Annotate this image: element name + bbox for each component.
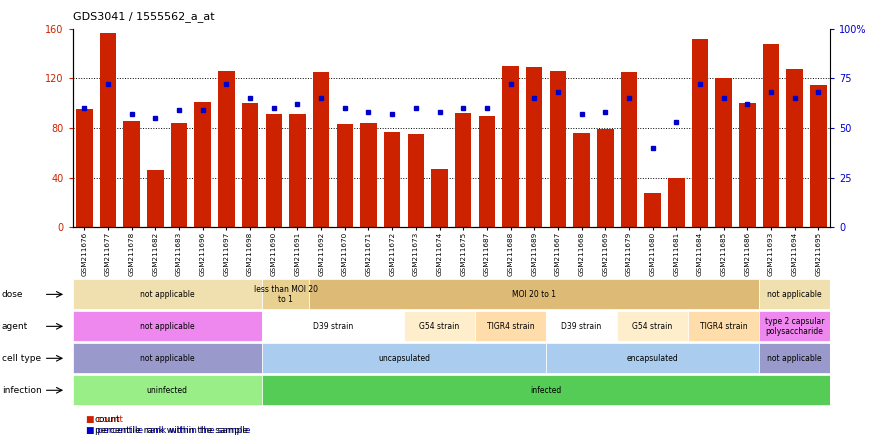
Text: G54 strain: G54 strain: [419, 322, 459, 331]
Bar: [262, 311, 404, 341]
Bar: [384, 132, 400, 227]
Bar: [668, 178, 684, 227]
Bar: [262, 279, 310, 309]
Bar: [100, 32, 116, 227]
Text: MOI 20 to 1: MOI 20 to 1: [512, 290, 556, 299]
Bar: [73, 279, 262, 309]
Text: uncapsulated: uncapsulated: [378, 354, 430, 363]
Bar: [195, 102, 211, 227]
Text: percentile rank within the sample: percentile rank within the sample: [95, 426, 248, 435]
Text: less than MOI 20
to 1: less than MOI 20 to 1: [254, 285, 318, 304]
Bar: [503, 66, 519, 227]
Text: infection: infection: [2, 386, 42, 395]
Bar: [526, 67, 543, 227]
Text: ■ percentile rank within the sample: ■ percentile rank within the sample: [86, 426, 250, 435]
Bar: [546, 311, 617, 341]
Bar: [242, 103, 258, 227]
Bar: [620, 72, 637, 227]
Bar: [759, 311, 830, 341]
Text: D39 strain: D39 strain: [313, 322, 353, 331]
Bar: [787, 68, 803, 227]
Text: not applicable: not applicable: [767, 290, 822, 299]
Bar: [597, 129, 613, 227]
Bar: [336, 124, 353, 227]
Bar: [759, 279, 830, 309]
Bar: [310, 279, 759, 309]
Text: D39 strain: D39 strain: [561, 322, 602, 331]
Bar: [431, 169, 448, 227]
Bar: [73, 343, 262, 373]
Text: not applicable: not applicable: [140, 354, 195, 363]
Bar: [546, 343, 759, 373]
Text: cell type: cell type: [2, 354, 41, 363]
Text: uninfected: uninfected: [147, 386, 188, 395]
Text: agent: agent: [2, 322, 28, 331]
Bar: [73, 375, 262, 405]
Bar: [455, 113, 472, 227]
Bar: [739, 103, 756, 227]
Bar: [408, 134, 424, 227]
Bar: [550, 71, 566, 227]
Bar: [404, 311, 475, 341]
Text: not applicable: not applicable: [767, 354, 822, 363]
Bar: [810, 85, 827, 227]
Text: TIGR4 strain: TIGR4 strain: [487, 322, 535, 331]
Bar: [692, 39, 708, 227]
Text: type 2 capsular
polysaccharide: type 2 capsular polysaccharide: [765, 317, 824, 336]
Text: G54 strain: G54 strain: [633, 322, 673, 331]
Text: ■ count: ■ count: [86, 415, 123, 424]
Bar: [617, 311, 689, 341]
Bar: [313, 72, 329, 227]
Bar: [715, 79, 732, 227]
Text: infected: infected: [530, 386, 562, 395]
Bar: [262, 343, 546, 373]
Bar: [76, 110, 93, 227]
Bar: [479, 116, 495, 227]
Bar: [573, 133, 589, 227]
Bar: [644, 193, 661, 227]
Text: count: count: [95, 415, 120, 424]
Text: not applicable: not applicable: [140, 322, 195, 331]
Bar: [763, 44, 779, 227]
Bar: [759, 343, 830, 373]
Bar: [219, 71, 235, 227]
Bar: [266, 115, 282, 227]
Bar: [689, 311, 759, 341]
Text: dose: dose: [2, 290, 23, 299]
Text: encapsulated: encapsulated: [627, 354, 679, 363]
Bar: [360, 123, 377, 227]
Bar: [73, 311, 262, 341]
Bar: [289, 115, 305, 227]
Bar: [147, 170, 164, 227]
Text: TIGR4 strain: TIGR4 strain: [700, 322, 748, 331]
Bar: [262, 375, 830, 405]
Bar: [171, 123, 188, 227]
Text: GDS3041 / 1555562_a_at: GDS3041 / 1555562_a_at: [73, 11, 214, 22]
Text: not applicable: not applicable: [140, 290, 195, 299]
Bar: [124, 121, 140, 227]
Bar: [475, 311, 546, 341]
